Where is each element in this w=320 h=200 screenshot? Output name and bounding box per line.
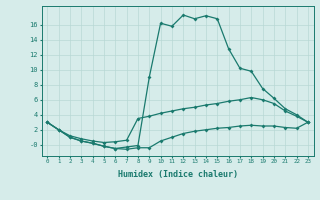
- X-axis label: Humidex (Indice chaleur): Humidex (Indice chaleur): [118, 170, 237, 179]
